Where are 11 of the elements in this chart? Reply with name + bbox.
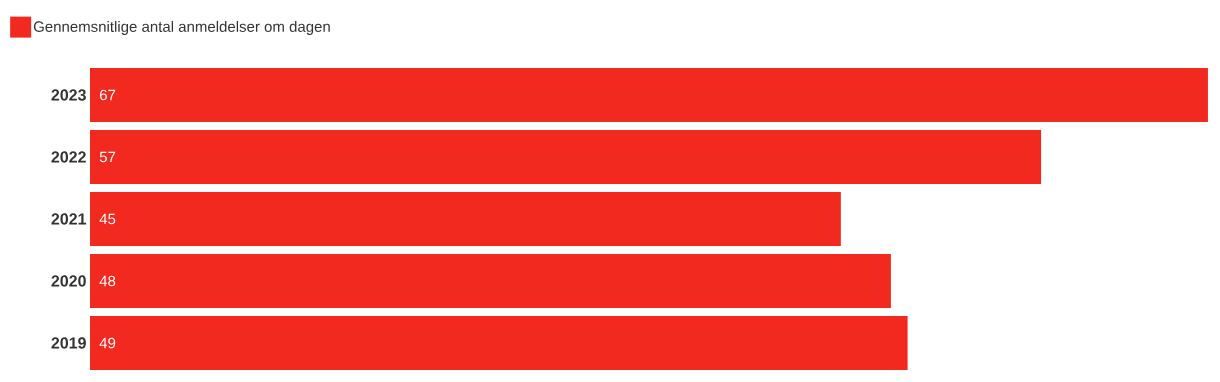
y-tick-label: 2022 <box>51 151 86 163</box>
data-label: 48 <box>99 275 116 287</box>
data-label: 67 <box>99 89 116 101</box>
data-label: 45 <box>99 213 116 225</box>
data-label: 49 <box>99 337 116 349</box>
y-tick-label: 2023 <box>51 89 86 101</box>
legend-label: Gennemsnitlige antal anmeldelser om dagen <box>33 20 330 35</box>
y-tick-label: 2020 <box>51 275 86 287</box>
data-label: 57 <box>99 151 116 163</box>
y-tick-label: 2019 <box>51 337 86 349</box>
y-tick-label: 2021 <box>51 213 87 225</box>
